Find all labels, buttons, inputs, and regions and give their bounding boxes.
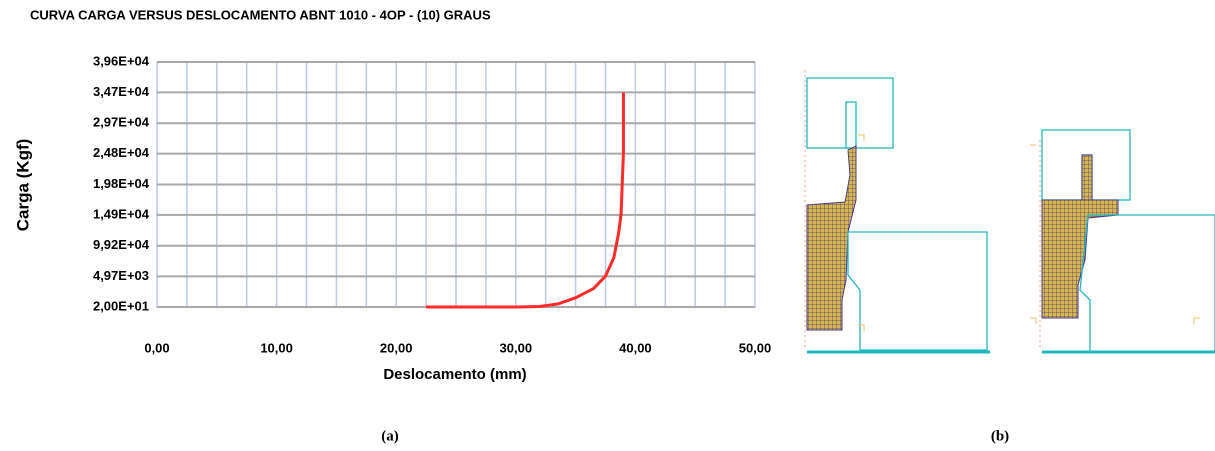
y-tick-label: 2,48E+04 — [93, 145, 150, 160]
punch-bar — [846, 102, 856, 148]
chart-title: CURVA CARGA VERSUS DESLOCAMENTO ABNT 101… — [30, 7, 491, 22]
caption: (a) — [381, 428, 399, 444]
x-tick-label: 40,00 — [619, 340, 652, 355]
die — [848, 232, 987, 350]
x-tick-label: 50,00 — [739, 340, 772, 355]
y-tick-label: 3,96E+04 — [93, 53, 150, 68]
y-tick-label: 1,98E+04 — [93, 176, 150, 191]
x-axis-label: Deslocamento (mm) — [383, 366, 526, 383]
y-tick-label: 4,97E+03 — [93, 268, 149, 283]
x-tick-label: 0,00 — [144, 340, 169, 355]
die — [1080, 215, 1215, 352]
y-tick-label: 9,92E+04 — [93, 237, 150, 252]
x-tick-label: 10,00 — [260, 340, 293, 355]
figure: CURVA CARGA VERSUS DESLOCAMENTO ABNT 101… — [0, 0, 1215, 446]
y-tick-label: 3,47E+04 — [93, 84, 150, 99]
y-tick-label: 1,49E+04 — [93, 206, 150, 221]
punch — [807, 78, 893, 148]
y-axis-label: Carga (Kgf) — [13, 139, 32, 232]
fem-diagrams — [805, 70, 1215, 352]
y-tick-label: 2,97E+04 — [93, 115, 150, 130]
y-tick-label: 2,00E+01 — [93, 298, 149, 313]
x-tick-label: 30,00 — [500, 340, 533, 355]
caption: (b) — [991, 428, 1009, 444]
mesh — [1042, 200, 1118, 318]
x-tick-label: 20,00 — [380, 340, 413, 355]
